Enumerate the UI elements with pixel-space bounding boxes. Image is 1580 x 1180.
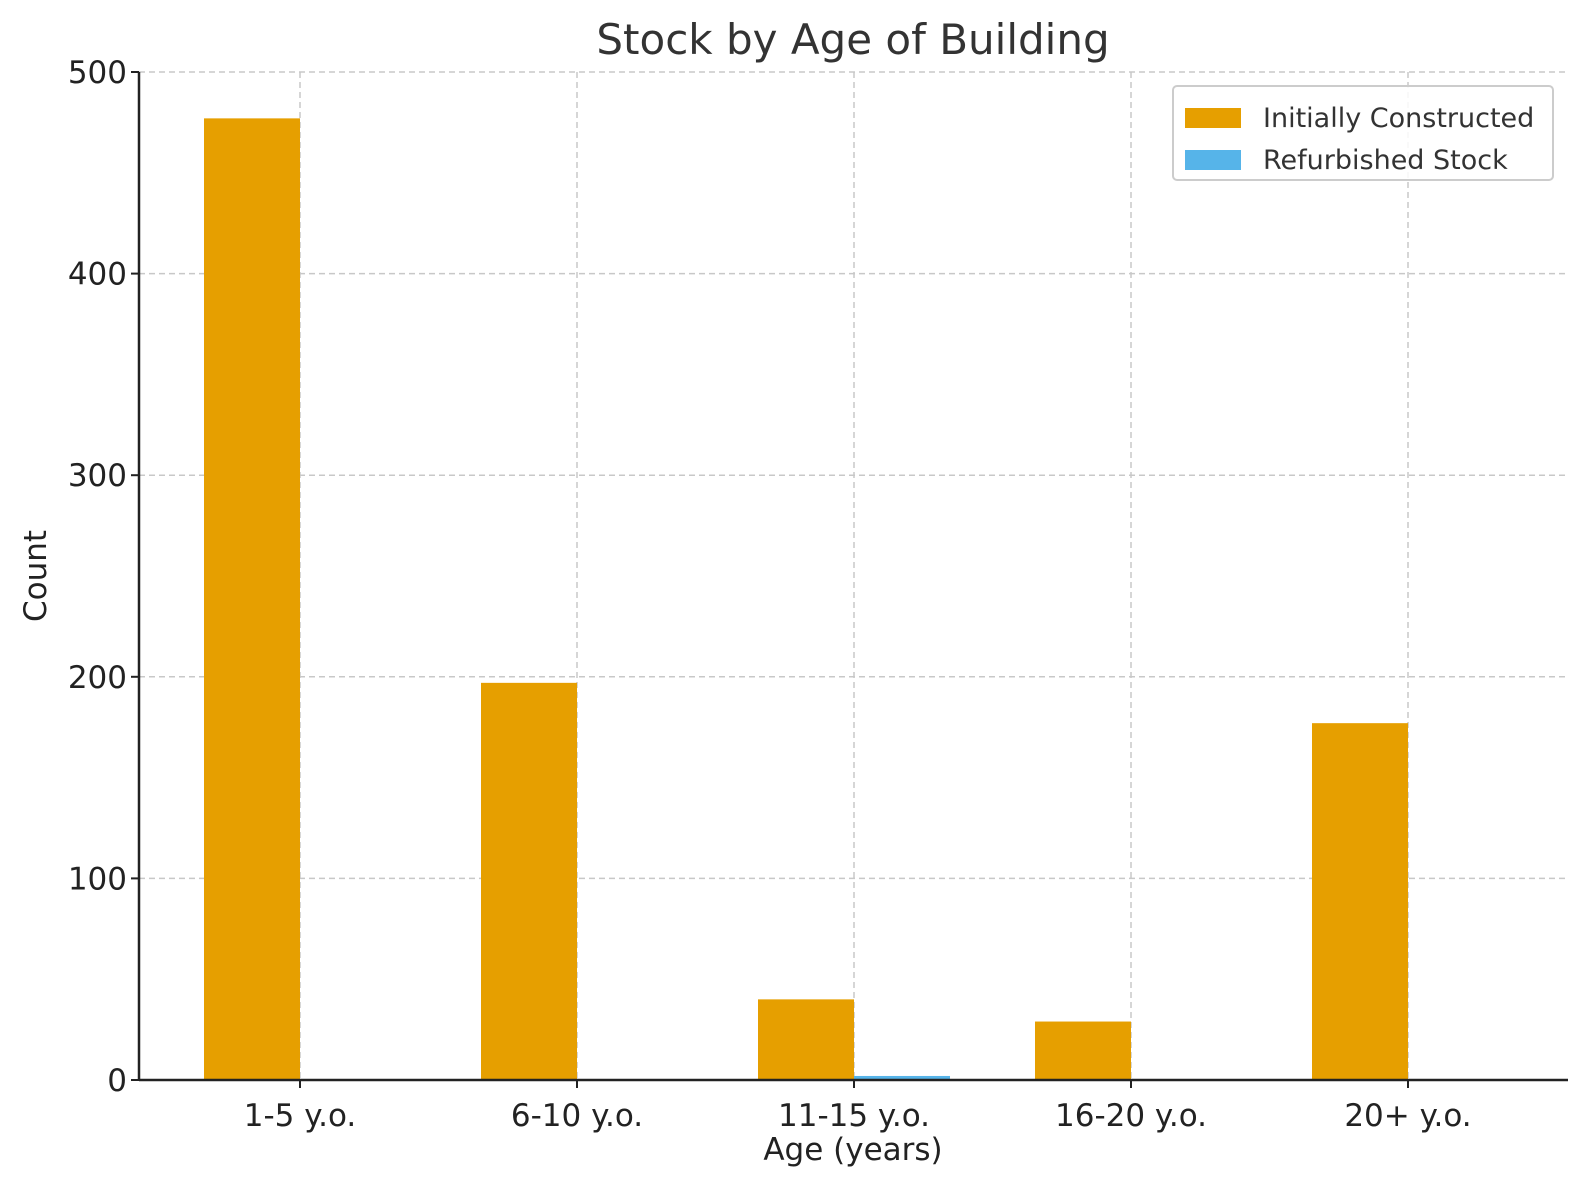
- x-tick-label: 20+ y.o.: [1344, 1098, 1471, 1134]
- y-axis-label: Count: [18, 530, 54, 622]
- legend-swatch: [1185, 108, 1241, 128]
- y-tick-label: 200: [68, 660, 127, 696]
- bars: [204, 118, 1408, 1081]
- legend: Initially Constructed Refurbished Stock: [1172, 85, 1554, 181]
- legend-swatch: [1185, 150, 1241, 170]
- bar-initially-constructed: [204, 118, 300, 1081]
- y-tick-label: 300: [68, 458, 127, 494]
- legend-label: Initially Constructed: [1263, 103, 1534, 134]
- x-tick-label: 6-10 y.o.: [511, 1098, 643, 1134]
- y-tick-label: 400: [68, 257, 127, 293]
- bar-initially-constructed: [481, 682, 577, 1080]
- bar-initially-constructed: [1035, 1021, 1131, 1080]
- y-tick-label: 100: [68, 861, 127, 897]
- bar-initially-constructed: [758, 999, 854, 1080]
- ticks: 0 100 200 300 400 500 1-5 y.o. 6-10 y.o. 11-15 y…: [68, 55, 1472, 1134]
- x-tick-label: 11-15 y.o.: [778, 1098, 930, 1134]
- x-axis-label: Age (years): [763, 1132, 942, 1168]
- y-tick-label: 0: [107, 1063, 127, 1099]
- bar-refurbished-stock: [854, 1075, 950, 1080]
- bar-initially-constructed: [1312, 723, 1408, 1080]
- x-tick-label: 16-20 y.o.: [1055, 1098, 1207, 1134]
- x-tick-label: 1-5 y.o.: [244, 1098, 357, 1134]
- chart-title: Stock by Age of Building: [596, 15, 1109, 64]
- legend-box: [1172, 85, 1554, 181]
- legend-label: Refurbished Stock: [1263, 145, 1508, 176]
- y-tick-label: 500: [68, 55, 127, 91]
